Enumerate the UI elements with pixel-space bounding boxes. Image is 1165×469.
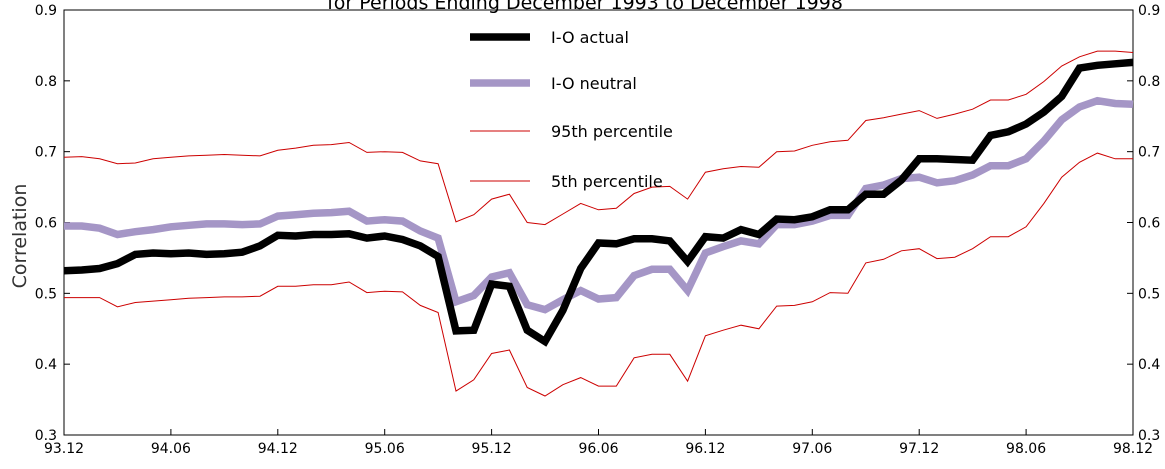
y-tick-label-left: 0.4	[35, 357, 57, 373]
x-tick-label: 96.12	[685, 441, 725, 457]
x-tick-label: 94.12	[258, 441, 298, 457]
y-tick-label-left: 0.5	[35, 286, 57, 302]
y-tick-label-left: 0.8	[35, 74, 57, 90]
x-tick-label: 97.12	[899, 441, 939, 457]
series-line-i-o-actual	[63, 58, 1134, 347]
legend-label-0: I-O actual	[551, 28, 629, 47]
x-tick-label: 94.06	[151, 441, 191, 457]
axes: 0.3 0.3 0.4 0.4 0.5 0.5 0.6 0.6 0.7 0.7 0.8 0.8 0.9 0…	[35, 3, 1161, 457]
y-tick-label-left: 0.6	[35, 216, 57, 232]
y-tick-label-left: 0.3	[35, 428, 57, 444]
series-line-95th-percentile	[63, 50, 1134, 226]
legend-label-2: 95th percentile	[551, 122, 673, 141]
legend-label-1: I-O neutral	[551, 74, 637, 93]
x-tick-label: 98.12	[1113, 441, 1153, 457]
chart-title: for Periods Ending December 1993 to Dece…	[327, 0, 843, 14]
x-tick-label: 95.12	[472, 441, 512, 457]
y-axis-title: Correlation	[9, 184, 31, 289]
y-tick-label-right: 0.4	[1138, 357, 1160, 373]
series-line-5th-percentile	[64, 152, 1133, 397]
y-tick-label-right: 0.6	[1138, 216, 1160, 232]
x-tick-label: 96.06	[578, 441, 618, 457]
x-tick-label: 95.06	[365, 441, 405, 457]
y-tick-label-left: 0.7	[35, 145, 57, 161]
y-tick-label-right: 0.7	[1138, 145, 1160, 161]
x-tick-label: 93.12	[44, 441, 84, 457]
y-tick-label-left: 0.9	[35, 3, 57, 19]
y-tick-label-right: 0.3	[1138, 428, 1160, 444]
series-line-i-o-neutral	[64, 96, 1134, 314]
legend-label-3: 5th percentile	[551, 172, 663, 191]
legend: I-O actual I-O neutral 95th percentile 5th …	[470, 28, 673, 191]
y-tick-label-right: 0.9	[1138, 3, 1160, 19]
y-tick-label-right: 0.5	[1138, 286, 1160, 302]
y-tick-label-right: 0.8	[1138, 74, 1160, 90]
series-lines	[63, 50, 1134, 397]
x-tick-label: 97.06	[792, 441, 832, 457]
x-tick-label: 98.06	[1006, 441, 1046, 457]
